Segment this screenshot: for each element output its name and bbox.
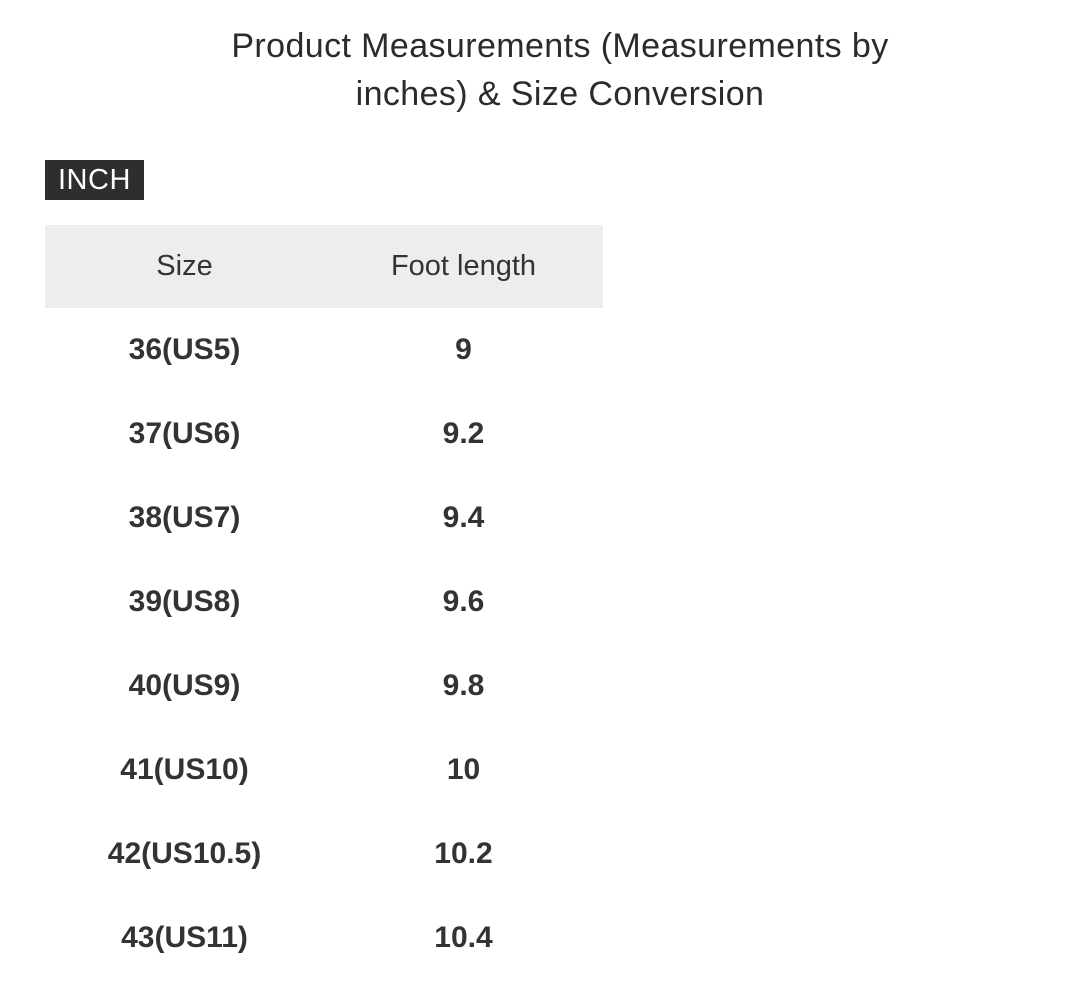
- content-area: Product Measurements (Measurements by in…: [0, 22, 1080, 980]
- table-row: 37(US6) 9.2: [45, 392, 603, 476]
- table-row: 40(US9) 9.8: [45, 644, 603, 728]
- foot-length-cell: 10.2: [434, 837, 493, 870]
- foot-length-cell: 10: [446, 753, 481, 786]
- foot-length-cell: 9.6: [442, 585, 485, 618]
- size-cell: 41(US10): [120, 753, 249, 786]
- size-cell: 43(US11): [121, 921, 248, 954]
- foot-length-cell: 9.4: [442, 501, 485, 534]
- foot-length-cell: 9: [455, 333, 472, 366]
- table-row: 39(US8) 9.6: [45, 560, 603, 644]
- size-cell: 37(US6): [128, 417, 241, 450]
- column-header-size: Size: [156, 250, 213, 282]
- size-cell: 36(US5): [128, 333, 241, 366]
- table-row: 42(US10.5) 10.2: [45, 812, 603, 896]
- unit-badge-inch: INCH: [45, 160, 144, 200]
- foot-length-cell: 9.8: [442, 669, 485, 702]
- table-row: 38(US7) 9.4: [45, 476, 603, 560]
- foot-length-cell: 10.4: [434, 921, 493, 954]
- table-row: 41(US10) 10: [45, 728, 603, 812]
- table-header-row: Size Foot length: [45, 225, 603, 308]
- table-row: 36(US5) 9: [45, 308, 603, 392]
- size-cell: 42(US10.5): [107, 837, 262, 870]
- page-title-line-2: inches) & Size Conversion: [355, 75, 765, 113]
- size-cell: 40(US9): [128, 669, 241, 702]
- size-cell: 38(US7): [128, 501, 241, 534]
- column-header-foot-length: Foot length: [390, 250, 537, 282]
- page-title: Product Measurements (Measurements by in…: [45, 22, 1075, 118]
- size-conversion-table: Size Foot length 36(US5) 9 37(US6) 9.2 3…: [45, 225, 603, 980]
- foot-length-cell: 9.2: [442, 417, 485, 450]
- table-row: 43(US11) 10.4: [45, 896, 603, 980]
- page-title-line-1: Product Measurements (Measurements by: [231, 27, 889, 65]
- size-cell: 39(US8): [128, 585, 241, 618]
